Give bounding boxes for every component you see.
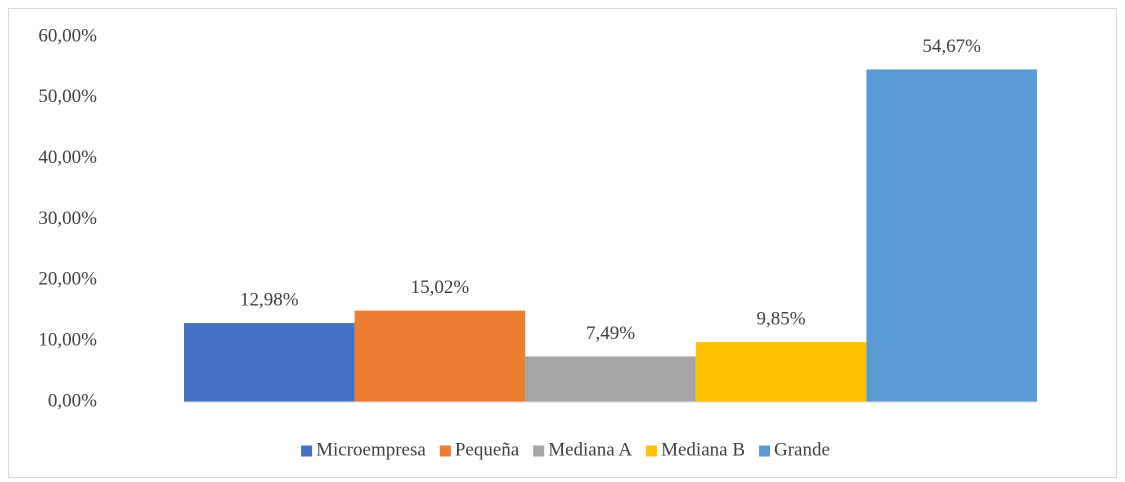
legend-swatch [301, 445, 313, 457]
y-tick-label: 40,00% [38, 147, 97, 168]
bar [525, 356, 696, 402]
legend-label: Mediana A [548, 439, 632, 460]
y-tick-label: 30,00% [38, 208, 97, 229]
legend-label: Grande [774, 439, 830, 460]
bar [354, 310, 526, 402]
y-tick-label: 50,00% [38, 86, 97, 107]
y-tick-label: 0,00% [48, 390, 97, 411]
y-tick-label: 20,00% [38, 269, 97, 290]
bar [695, 342, 867, 402]
legend-label: Pequeña [455, 439, 520, 460]
legend-swatch [533, 445, 545, 457]
bar [184, 323, 355, 402]
data-label: 12,98% [240, 289, 299, 310]
y-tick-label: 60,00% [38, 25, 97, 46]
data-label: 54,67% [922, 36, 981, 57]
data-label: 15,02% [411, 277, 470, 298]
y-tick-label: 10,00% [38, 330, 97, 351]
legend-label: Microempresa [316, 439, 426, 460]
legend-swatch [439, 445, 451, 457]
data-label: 7,49% [586, 323, 635, 344]
data-label: 9,85% [757, 308, 806, 329]
legend-swatch [759, 445, 770, 457]
legend-label: Mediana B [661, 439, 745, 460]
legend-swatch [646, 445, 658, 457]
bar [866, 69, 1037, 402]
